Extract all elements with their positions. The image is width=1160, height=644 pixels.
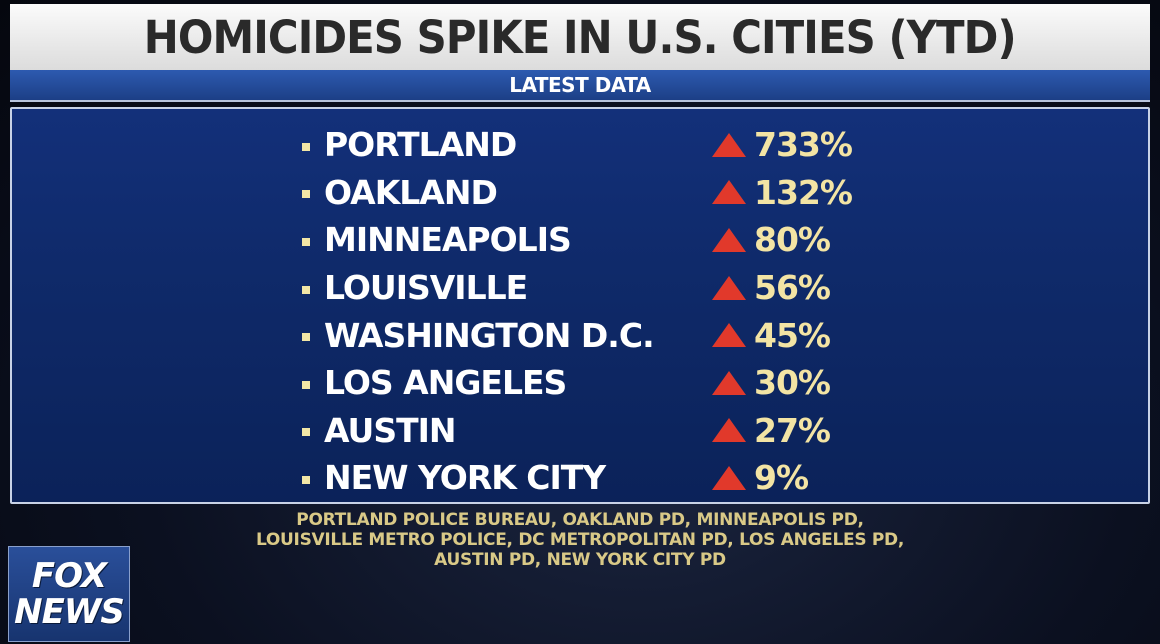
- logo-line-2: NEWS: [14, 592, 125, 632]
- square-bullet-icon: [302, 237, 310, 246]
- list-item: MINNEAPOLIS 80%: [302, 216, 902, 264]
- up-triangle-icon: [712, 323, 746, 348]
- square-bullet-icon: [302, 190, 310, 199]
- percent-change: 132%: [754, 172, 853, 212]
- headline-bar: HOMICIDES SPIKE IN U.S. CITIES (YTD): [10, 4, 1150, 72]
- data-panel: PORTLAND 733% OAKLAND 132% MINNEAPOLIS 8…: [10, 107, 1150, 504]
- square-bullet-icon: [302, 285, 310, 294]
- list-item: LOUISVILLE 56%: [302, 264, 902, 312]
- change-value: 733%: [712, 125, 853, 165]
- source-line: LOUISVILLE METRO POLICE, DC METROPOLITAN…: [255, 530, 905, 550]
- change-value: 27%: [712, 410, 831, 450]
- percent-change: 30%: [754, 363, 831, 403]
- city-name: NEW YORK CITY: [324, 458, 606, 498]
- city-name: AUSTIN: [324, 410, 456, 450]
- up-triangle-icon: [712, 275, 746, 300]
- city-name: LOS ANGELES: [324, 363, 567, 403]
- network-logo: FOX NEWS: [8, 546, 130, 642]
- list-item: WASHINGTON D.C. 45%: [302, 311, 902, 359]
- up-triangle-icon: [712, 418, 746, 443]
- change-value: 45%: [712, 315, 831, 355]
- up-triangle-icon: [712, 132, 746, 157]
- list-item: AUSTIN 27%: [302, 407, 902, 455]
- city-name: OAKLAND: [324, 172, 498, 212]
- percent-change: 733%: [754, 125, 853, 165]
- city-name: PORTLAND: [324, 125, 517, 165]
- up-triangle-icon: [712, 465, 746, 490]
- list-item: OAKLAND 132%: [302, 169, 902, 217]
- city-list: PORTLAND 733% OAKLAND 132% MINNEAPOLIS 8…: [302, 121, 902, 502]
- change-value: 80%: [712, 220, 831, 260]
- change-value: 56%: [712, 268, 831, 308]
- subheadline-label: LATEST DATA: [509, 73, 651, 97]
- up-triangle-icon: [712, 227, 746, 252]
- change-value: 132%: [712, 172, 853, 212]
- change-value: 30%: [712, 363, 831, 403]
- list-item: PORTLAND 733%: [302, 121, 902, 169]
- city-name: LOUISVILLE: [324, 268, 528, 308]
- square-bullet-icon: [302, 142, 310, 151]
- square-bullet-icon: [302, 333, 310, 342]
- source-line: PORTLAND POLICE BUREAU, OAKLAND PD, MINN…: [296, 510, 864, 530]
- subheadline-bar: LATEST DATA: [10, 70, 1150, 102]
- city-name: MINNEAPOLIS: [324, 220, 572, 260]
- list-item: NEW YORK CITY 9%: [302, 454, 902, 502]
- square-bullet-icon: [302, 428, 310, 437]
- logo-line-1: FOX: [31, 556, 107, 596]
- source-credits: PORTLAND POLICE BUREAU, OAKLAND PD, MINN…: [180, 510, 980, 570]
- up-triangle-icon: [712, 370, 746, 395]
- percent-change: 45%: [754, 315, 831, 355]
- source-line: AUSTIN PD, NEW YORK CITY PD: [434, 550, 726, 570]
- headline-title: HOMICIDES SPIKE IN U.S. CITIES (YTD): [144, 10, 1017, 64]
- percent-change: 9%: [754, 458, 809, 498]
- percent-change: 80%: [754, 220, 831, 260]
- percent-change: 56%: [754, 268, 831, 308]
- change-value: 9%: [712, 458, 809, 498]
- up-triangle-icon: [712, 180, 746, 205]
- percent-change: 27%: [754, 410, 831, 450]
- square-bullet-icon: [302, 475, 310, 484]
- list-item: LOS ANGELES 30%: [302, 359, 902, 407]
- city-name: WASHINGTON D.C.: [324, 315, 655, 355]
- square-bullet-icon: [302, 380, 310, 389]
